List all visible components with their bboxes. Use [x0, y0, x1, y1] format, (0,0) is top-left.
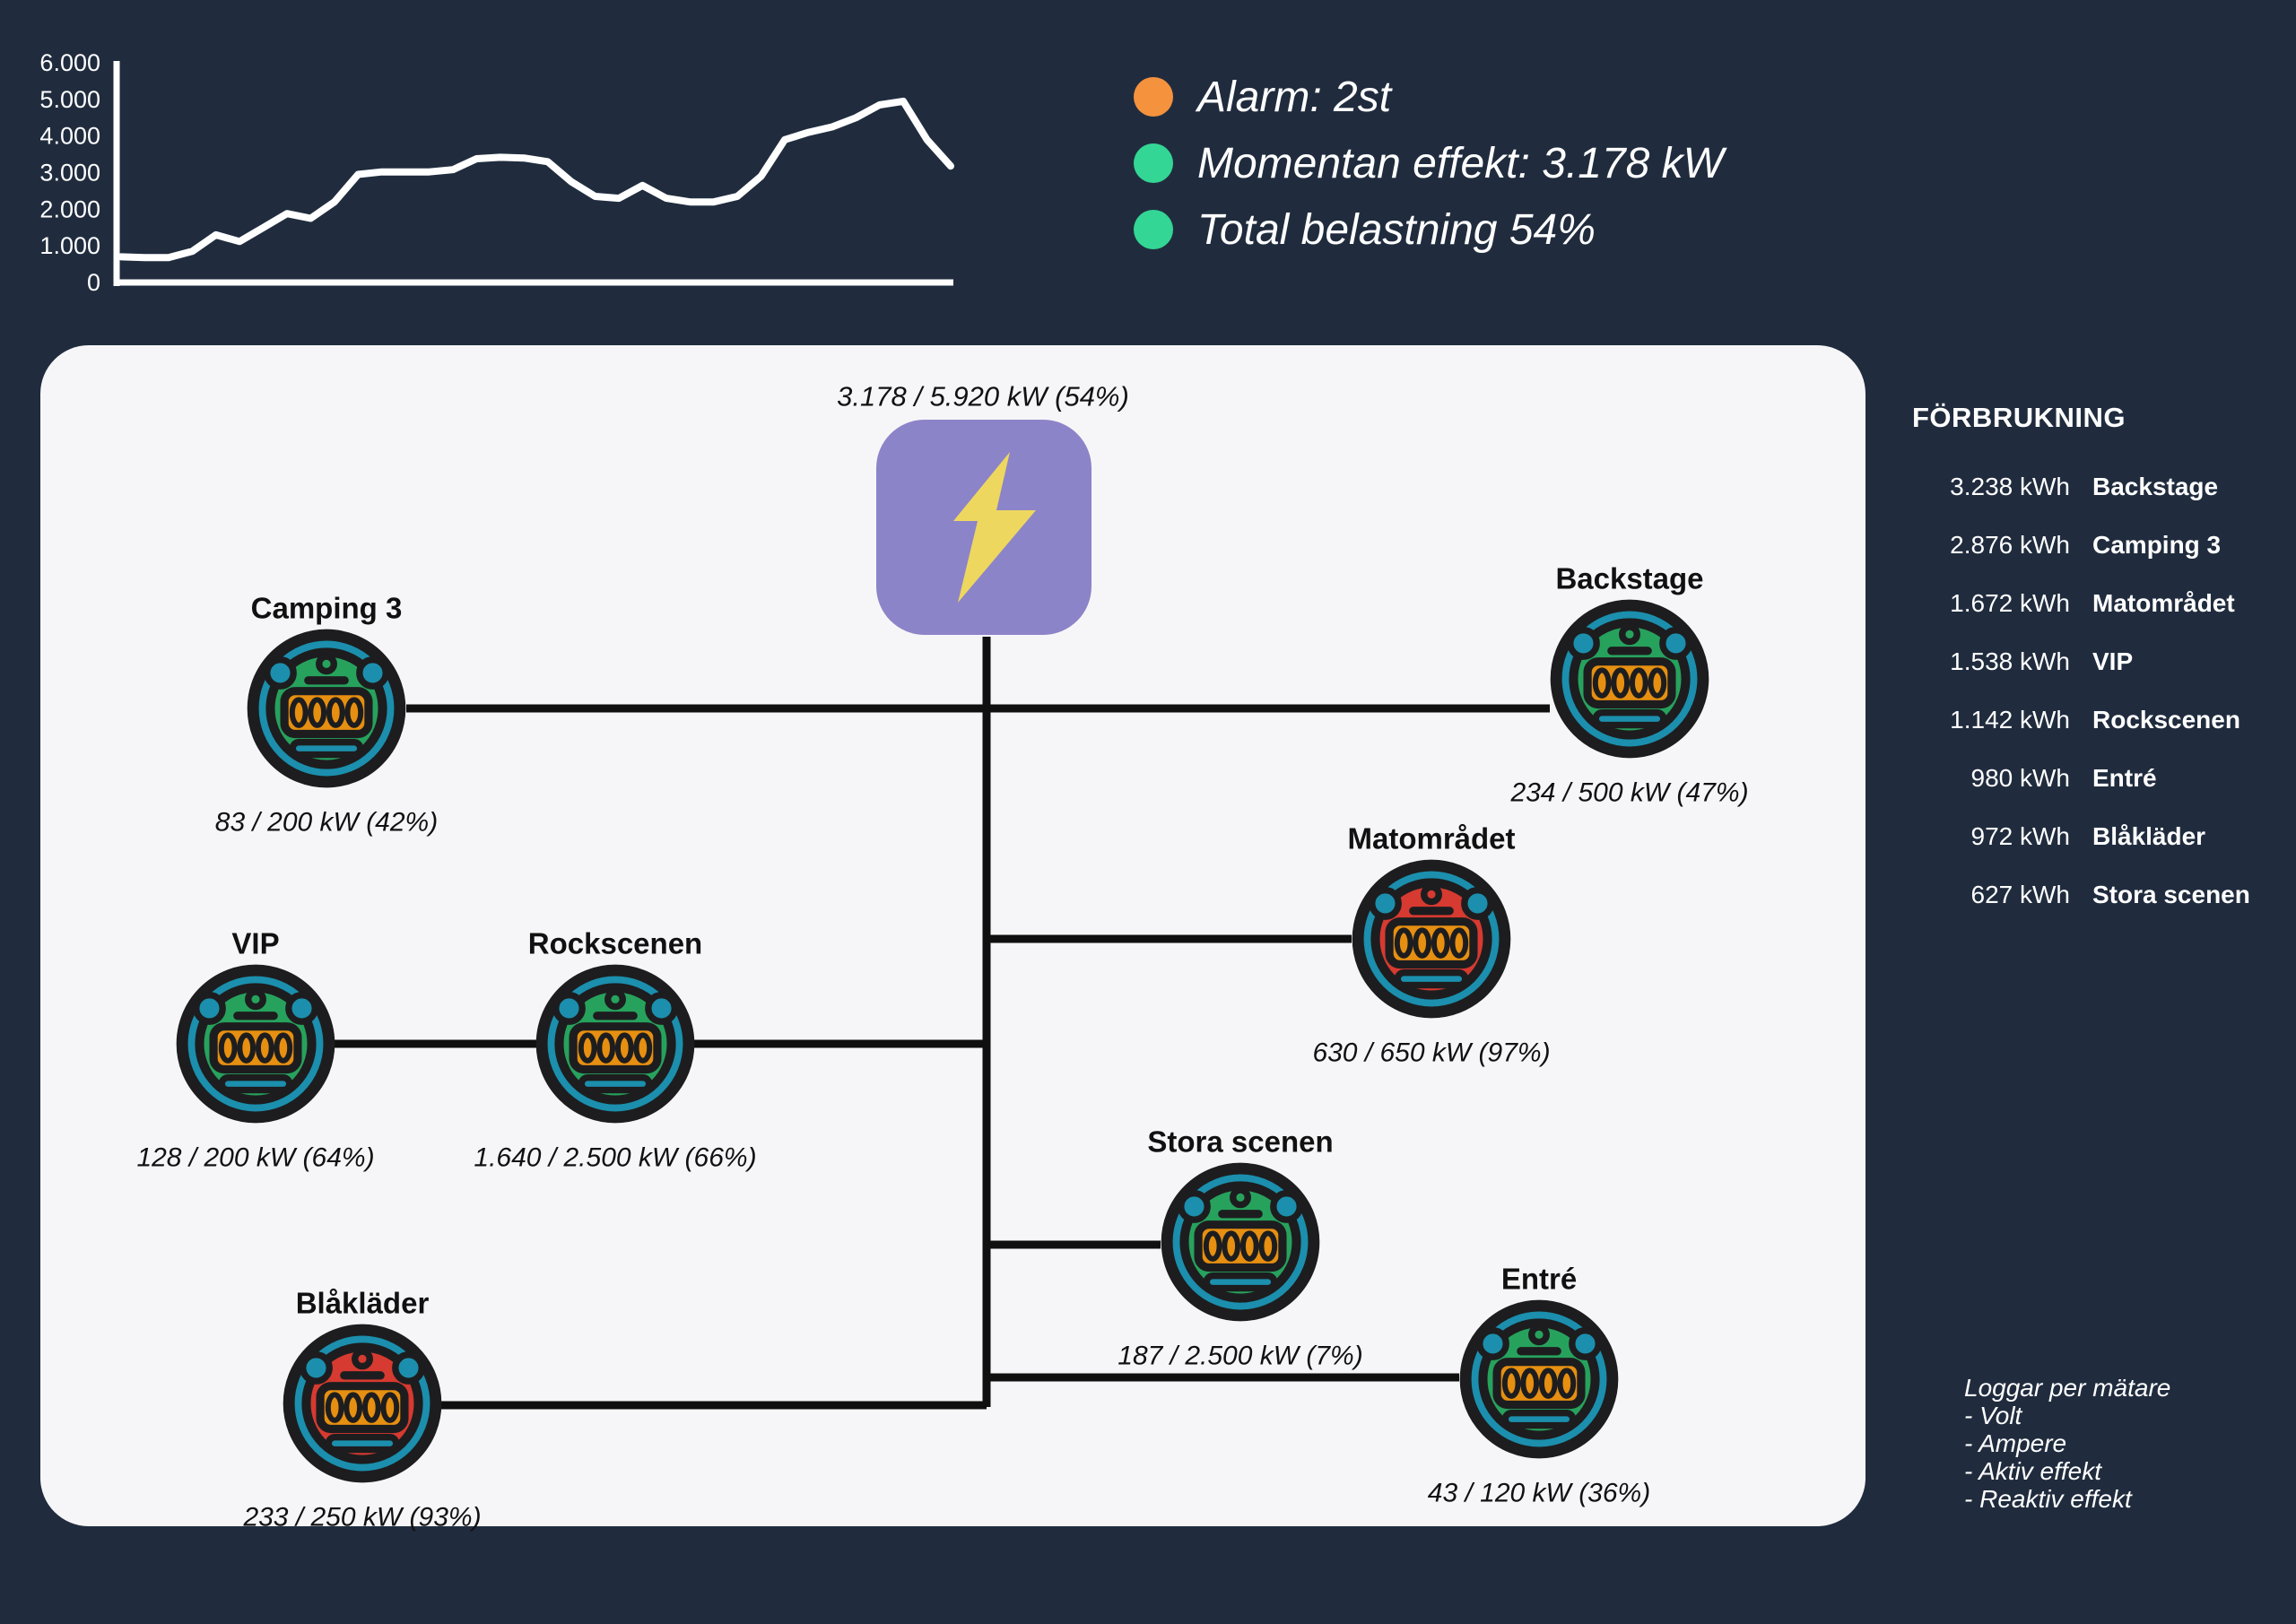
consumption-name: Backstage: [2092, 472, 2219, 500]
consumption-row: 972 kWh Blåkläder: [1912, 807, 2250, 865]
meter-load-label: 234 / 500 kW (47%): [1509, 778, 1748, 808]
consumption-value: 1.538 kWh: [1950, 647, 2070, 675]
chart-y-tick: 2.000: [39, 195, 100, 222]
belastning-status-dot-icon: [1134, 210, 1173, 249]
consumption-panel: FÖRBRUKNING 3.238 kWh Backstage 2.876 kW…: [1912, 402, 2250, 924]
meter-name-label: Entré: [1501, 1263, 1577, 1296]
consumption-row: 1.142 kWh Rockscenen: [1912, 690, 2250, 749]
consumption-row: 627 kWh Stora scenen: [1912, 865, 2250, 924]
logs-item: - Volt: [1964, 1402, 2022, 1429]
meter-name-label: Backstage: [1555, 562, 1703, 595]
status-legend: Alarm: 2st Momentan effekt: 3.178 kW Tot…: [1134, 70, 1724, 269]
meter-node-blaklader: Blåkläder 233 / 250 kW (93%): [242, 1287, 481, 1533]
meter-icon-vip[interactable]: [176, 964, 335, 1124]
momentan-status-dot-icon: [1134, 143, 1173, 183]
consumption-rows: 3.238 kWh Backstage 2.876 kWh Camping 3 …: [1912, 457, 2250, 924]
chart-y-tick: 6.000: [39, 49, 100, 76]
alarm-status-text: Alarm: 2st: [1197, 73, 1392, 121]
meter-node-entre: Entré 43 / 120 kW (36%): [1428, 1263, 1650, 1508]
logs-note: Loggar per mätare - Volt - Ampere - Aktiv …: [1964, 1374, 2170, 1513]
meter-icon-entre[interactable]: [1459, 1299, 1619, 1459]
logs-item: - Ampere: [1964, 1429, 2067, 1457]
meter-node-camping3: Camping 3 83 / 200 kW (42%): [215, 592, 438, 838]
meter-load-label: 128 / 200 kW (64%): [136, 1143, 374, 1173]
consumption-name: Camping 3: [2092, 530, 2222, 559]
meter-load-label: 233 / 250 kW (93%): [242, 1503, 481, 1533]
meter-node-backstage: Backstage 234 / 500 kW (47%): [1509, 562, 1748, 808]
chart-y-tick: 1.000: [39, 232, 100, 259]
consumption-value: 1.142 kWh: [1950, 705, 2070, 734]
consumption-value: 1.672 kWh: [1950, 588, 2070, 617]
consumption-name: Rockscenen: [2092, 705, 2240, 734]
consumption-value: 2.876 kWh: [1950, 530, 2070, 559]
meter-load-label: 1.640 / 2.500 kW (66%): [474, 1143, 756, 1173]
consumption-row: 3.238 kWh Backstage: [1912, 457, 2250, 516]
meter-icon-rockscenen[interactable]: [535, 964, 695, 1124]
chart-y-tick: 3.000: [39, 160, 100, 187]
chart-y-tick: 0: [87, 269, 100, 296]
consumption-value: 980 kWh: [1970, 763, 2071, 792]
logs-title: Loggar per mätare: [1964, 1374, 2171, 1402]
consumption-title: FÖRBRUKNING: [1912, 402, 2126, 433]
consumption-name: VIP: [2092, 647, 2134, 675]
meter-node-stora-scenen: Stora scenen 187 / 2.500 kW (7%): [1118, 1125, 1362, 1371]
chart-load-line: [117, 97, 954, 262]
distribution-panel: [40, 345, 1866, 1526]
consumption-row: 1.672 kWh Matområdet: [1912, 574, 2250, 632]
logs-items: - Volt - Ampere - Aktiv effekt - Reaktiv ef…: [1964, 1402, 2170, 1513]
load-history-chart: 6.000 5.000 4.000 3.000 2.000 1.000 0: [39, 49, 954, 296]
belastning-status-text: Total belastning 54%: [1197, 205, 1596, 254]
alarm-status-dot-icon: [1134, 77, 1173, 117]
chart-y-tick: 4.000: [39, 123, 100, 150]
consumption-value: 3.238 kWh: [1950, 472, 2070, 500]
meter-icon-blaklader[interactable]: [283, 1324, 442, 1483]
meter-icon-camping3[interactable]: [247, 629, 406, 788]
chart-y-tick: 5.000: [39, 86, 100, 113]
legend-row-momentan: Momentan effekt: 3.178 kW: [1134, 136, 1724, 190]
meter-load-label: 83 / 200 kW (42%): [215, 808, 438, 838]
consumption-name: Entré: [2092, 763, 2157, 792]
meter-node-rockscenen: Rockscenen 1.640 / 2.500 kW (66%): [474, 927, 756, 1173]
meter-node-matomradet: Matområdet 630 / 650 kW (97%): [1312, 822, 1550, 1068]
meter-load-label: 630 / 650 kW (97%): [1312, 1038, 1550, 1068]
legend-row-alarm: Alarm: 2st: [1134, 70, 1724, 124]
meter-name-label: VIP: [231, 927, 279, 960]
momentan-status-text: Momentan effekt: 3.178 kW: [1197, 139, 1724, 187]
power-source-node[interactable]: 3.178 / 5.920 kW (54%): [837, 381, 1129, 636]
meter-name-label: Camping 3: [251, 592, 403, 625]
meter-node-vip: VIP 128 / 200 kW (64%): [136, 927, 374, 1173]
consumption-name: Matområdet: [2092, 588, 2235, 617]
meter-name-label: Matområdet: [1347, 822, 1515, 855]
logs-item: - Reaktiv effekt: [1964, 1485, 2132, 1513]
consumption-row: 2.876 kWh Camping 3: [1912, 516, 2250, 574]
consumption-row: 980 kWh Entré: [1912, 749, 2250, 807]
meter-name-label: Rockscenen: [528, 927, 702, 960]
meter-name-label: Stora scenen: [1147, 1125, 1333, 1159]
consumption-row: 1.538 kWh VIP: [1912, 632, 2250, 690]
legend-row-belastning: Total belastning 54%: [1134, 203, 1724, 256]
consumption-name: Blåkläder: [2092, 821, 2206, 850]
source-load-label: 3.178 / 5.920 kW (54%): [837, 381, 1129, 413]
meter-icon-backstage[interactable]: [1550, 599, 1709, 759]
lightning-bolt-icon: [953, 452, 1036, 603]
distribution-wires: [256, 637, 1550, 1410]
consumption-value: 972 kWh: [1970, 821, 2071, 850]
meter-icon-stora-scenen[interactable]: [1161, 1162, 1320, 1322]
consumption-name: Stora scenen: [2092, 880, 2250, 908]
consumption-value: 627 kWh: [1970, 880, 2071, 908]
logs-item: - Aktiv effekt: [1964, 1457, 2102, 1485]
meter-name-label: Blåkläder: [296, 1287, 430, 1320]
meter-icon-matomradet[interactable]: [1352, 859, 1511, 1019]
meter-load-label: 187 / 2.500 kW (7%): [1118, 1342, 1362, 1371]
meter-load-label: 43 / 120 kW (36%): [1428, 1479, 1650, 1508]
